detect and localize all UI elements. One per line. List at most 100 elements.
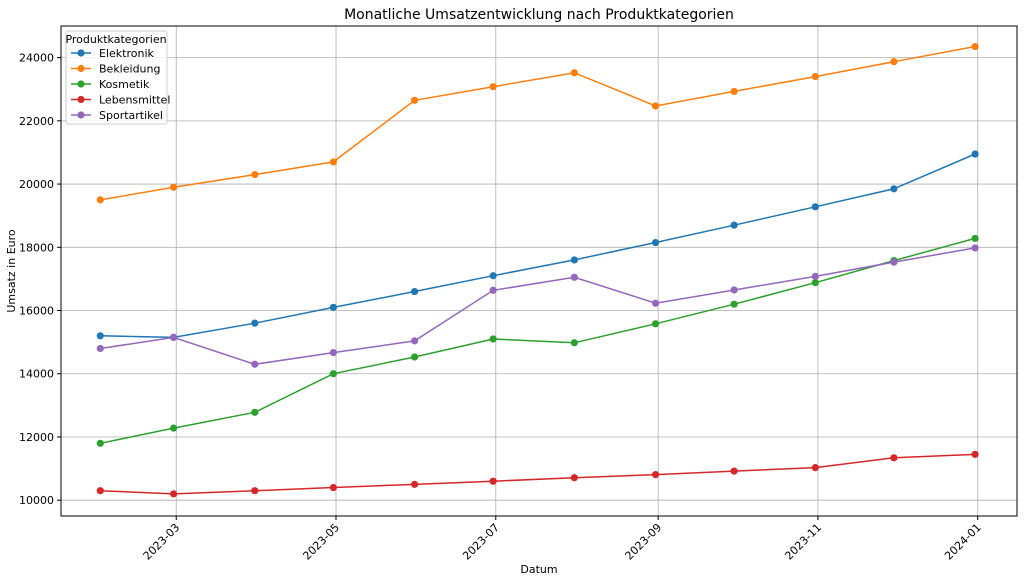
series-lebensmittel bbox=[96, 450, 979, 498]
legend-entry: Lebensmittel bbox=[99, 94, 170, 107]
series-line bbox=[100, 153, 976, 339]
data-point bbox=[730, 286, 738, 294]
data-point bbox=[730, 467, 738, 475]
legend-box bbox=[65, 30, 168, 125]
data-point bbox=[96, 439, 104, 447]
series-elektronik bbox=[96, 150, 979, 341]
y-tick-label: 22000 bbox=[19, 115, 54, 128]
chart-title: Monatliche Umsatzentwicklung nach Produk… bbox=[344, 7, 734, 23]
data-point bbox=[96, 487, 104, 495]
y-tick-label: 14000 bbox=[19, 368, 54, 381]
data-point bbox=[651, 320, 660, 328]
series-line bbox=[100, 45, 976, 201]
y-tick-label: 20000 bbox=[19, 178, 54, 191]
data-point bbox=[730, 221, 738, 229]
data-point bbox=[890, 454, 898, 462]
data-point bbox=[811, 272, 819, 280]
data-point bbox=[329, 158, 337, 166]
data-point bbox=[96, 196, 104, 204]
y-axis: 10000 12000 14000 16000 18000 20000 22000 24000 bbox=[19, 52, 61, 507]
series-sportartikel bbox=[96, 244, 979, 368]
data-point bbox=[251, 487, 259, 495]
data-point bbox=[170, 333, 178, 341]
y-tick-label: 24000 bbox=[19, 52, 54, 65]
data-point bbox=[651, 102, 660, 110]
data-point bbox=[570, 339, 578, 347]
data-point bbox=[489, 272, 497, 280]
data-point bbox=[811, 464, 819, 472]
x-tick-label: 2023-07 bbox=[460, 521, 502, 563]
data-point bbox=[251, 170, 259, 179]
data-point bbox=[329, 483, 337, 492]
legend-entry: Sportartikel bbox=[99, 109, 163, 122]
data-point bbox=[410, 353, 419, 361]
data-point bbox=[170, 490, 178, 498]
y-tick-label: 16000 bbox=[19, 305, 54, 318]
legend: Produktkategorien Elektronik Bekleidung Ko… bbox=[65, 30, 170, 125]
data-point bbox=[489, 286, 497, 294]
x-axis-label: Datum bbox=[520, 563, 557, 576]
legend-swatch-marker bbox=[77, 111, 85, 119]
data-point bbox=[570, 474, 578, 482]
y-tick-label: 10000 bbox=[19, 494, 54, 507]
legend-swatch-marker bbox=[77, 95, 85, 104]
plot-area bbox=[60, 25, 1018, 517]
x-tick-label: 2024-01 bbox=[942, 521, 984, 563]
data-point bbox=[170, 183, 178, 191]
data-point bbox=[96, 332, 104, 340]
data-point bbox=[410, 287, 419, 296]
legend-swatch-marker bbox=[77, 64, 85, 73]
data-point bbox=[251, 319, 259, 327]
data-point bbox=[410, 337, 419, 345]
data-point bbox=[730, 300, 738, 308]
data-point bbox=[890, 258, 898, 266]
data-point bbox=[489, 477, 497, 485]
legend-title: Produktkategorien bbox=[65, 33, 166, 46]
series-line bbox=[100, 237, 976, 445]
data-point bbox=[811, 72, 819, 81]
data-point bbox=[971, 244, 979, 252]
x-tick-label: 2023-09 bbox=[623, 521, 665, 563]
x-tick-label: 2023-11 bbox=[782, 521, 824, 563]
legend-entry: Kosmetik bbox=[99, 78, 150, 91]
data-point bbox=[971, 450, 979, 458]
data-point bbox=[570, 256, 578, 264]
series-lines bbox=[96, 42, 979, 498]
data-point bbox=[651, 299, 660, 307]
data-point bbox=[489, 335, 497, 343]
legend-swatch-marker bbox=[77, 49, 85, 57]
legend-entry: Elektronik bbox=[99, 47, 154, 60]
x-tick-label: 2023-05 bbox=[300, 521, 342, 563]
x-tick-label: 2023-03 bbox=[141, 521, 183, 563]
data-point bbox=[651, 470, 660, 479]
y-axis-label: Umsatz in Euro bbox=[5, 229, 18, 313]
data-point bbox=[730, 87, 738, 96]
data-point bbox=[971, 150, 979, 158]
data-point bbox=[489, 83, 497, 91]
data-point bbox=[890, 58, 898, 66]
data-point bbox=[329, 348, 337, 357]
data-point bbox=[251, 360, 259, 368]
data-point bbox=[329, 303, 337, 311]
x-axis: 2023-03 2023-05 2023-07 2023-09 2023-11 2024-… bbox=[141, 516, 984, 563]
series-line bbox=[100, 247, 976, 366]
data-point bbox=[170, 424, 178, 432]
grid bbox=[61, 26, 1017, 516]
data-point bbox=[410, 480, 419, 488]
data-point bbox=[651, 238, 660, 247]
series-line bbox=[100, 453, 976, 495]
y-tick-label: 12000 bbox=[19, 431, 54, 444]
data-point bbox=[329, 370, 337, 378]
data-point bbox=[96, 344, 104, 353]
data-point bbox=[971, 234, 979, 243]
series-bekleidung bbox=[96, 42, 979, 204]
legend-entry: Bekleidung bbox=[99, 63, 160, 76]
data-point bbox=[811, 203, 819, 211]
data-point bbox=[890, 185, 898, 193]
data-point bbox=[570, 69, 578, 77]
data-point bbox=[251, 408, 259, 416]
legend-swatch-marker bbox=[77, 80, 85, 88]
y-tick-label: 18000 bbox=[19, 241, 54, 254]
data-point bbox=[570, 273, 578, 281]
